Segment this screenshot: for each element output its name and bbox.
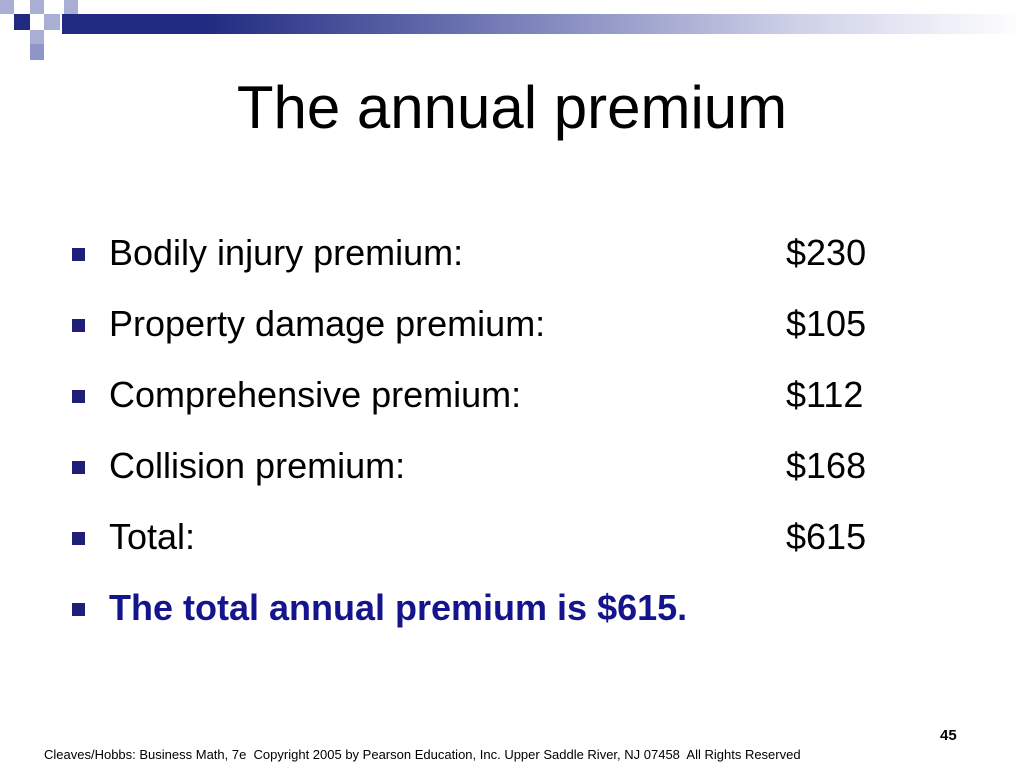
slide-title: The annual premium [236, 74, 788, 141]
decoration-square [44, 14, 60, 30]
item-amount: $615 [786, 516, 867, 557]
item-amount: $112 [786, 374, 864, 415]
list-item: Total: $615 [0, 510, 1024, 581]
header-decoration-bar [0, 14, 1024, 34]
list-item: Comprehensive premium: $112 [0, 368, 1024, 439]
square-bullet-icon [72, 603, 85, 616]
item-label: Total: [109, 516, 196, 557]
item-label: Collision premium: [109, 445, 406, 486]
premium-list: Bodily injury premium: $230 Property dam… [0, 226, 1024, 652]
item-label: Comprehensive premium: [109, 374, 522, 415]
decoration-square [30, 30, 44, 44]
decoration-square [30, 0, 44, 14]
decoration-square [30, 44, 44, 60]
decoration-square [14, 14, 30, 30]
list-item: The total annual premium is $615. [0, 581, 1024, 652]
list-item: Collision premium: $168 [0, 439, 1024, 510]
list-item: Property damage premium: $105 [0, 297, 1024, 368]
conclusion-text: The total annual premium is $615. [109, 587, 688, 628]
decoration-square [0, 0, 14, 14]
square-bullet-icon [72, 319, 85, 332]
square-bullet-icon [72, 390, 85, 403]
copyright-footer: Cleaves/Hobbs: Business Math, 7e Copyrig… [44, 747, 801, 762]
page-number: 45 [940, 727, 957, 744]
item-amount: $230 [786, 232, 867, 273]
item-label: Property damage premium: [109, 303, 546, 344]
decoration-square [64, 0, 78, 14]
list-item: Bodily injury premium: $230 [0, 226, 1024, 297]
square-bullet-icon [72, 248, 85, 261]
square-bullet-icon [72, 532, 85, 545]
item-label: Bodily injury premium: [109, 232, 464, 273]
item-amount: $168 [786, 445, 867, 486]
item-amount: $105 [786, 303, 867, 344]
square-bullet-icon [72, 461, 85, 474]
